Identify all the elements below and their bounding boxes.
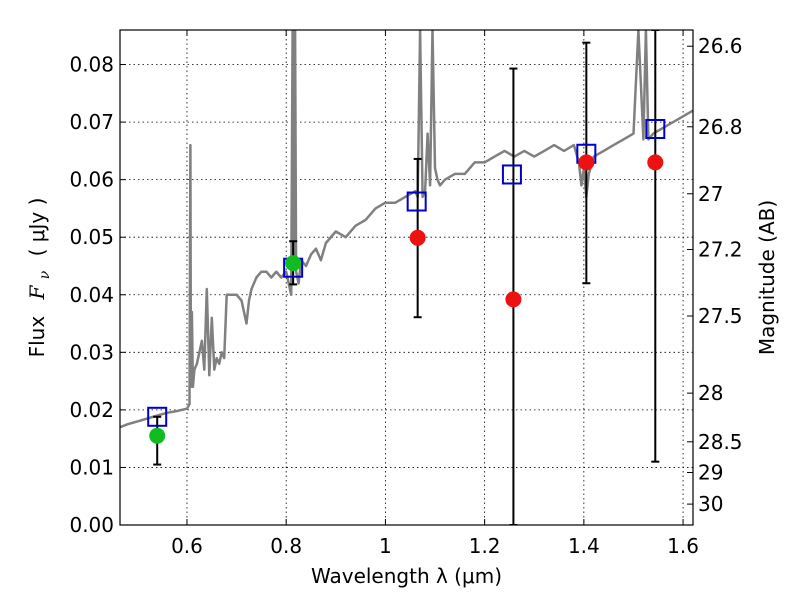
observed-flux-point	[647, 154, 664, 171]
y2-tick-label: 27.5	[698, 304, 743, 328]
y-axis-label-flux: Flux	[25, 316, 49, 358]
y-axis-label-subscript: ν	[37, 270, 53, 279]
y-tick-label: 0.00	[69, 513, 114, 537]
y-tick-label: 0.04	[69, 283, 114, 307]
axis-ticks	[120, 30, 693, 526]
y-tick-label: 0.08	[69, 53, 114, 77]
y2-tick-label: 29	[698, 461, 723, 485]
x-tick-label: 1.2	[469, 534, 501, 558]
x-tick-label: 0.6	[171, 534, 203, 558]
y-tick-label: 0.01	[69, 455, 114, 479]
model-photometry-square	[147, 406, 168, 427]
y2-tick-label: 26.8	[698, 115, 743, 139]
y2-tick-label: 27.2	[698, 237, 743, 261]
y-tick-label: 0.05	[69, 225, 114, 249]
y2-axis-label: Magnitude (AB)	[755, 200, 779, 355]
y2-tick-label: 28.5	[698, 430, 743, 454]
observed-flux-point	[505, 291, 522, 308]
spectrum-line	[120, 30, 693, 429]
y2-tick-label: 26.6	[698, 34, 743, 58]
model-photometry-square	[645, 119, 666, 139]
y-axis-label: Flux F ν ( μJy )	[25, 198, 54, 358]
observed-flux-point	[409, 229, 426, 246]
x-tick-label: 1.4	[568, 534, 600, 558]
x-tick-label: 1	[379, 534, 392, 558]
y-tick-label: 0.06	[69, 168, 114, 192]
x-tick-label: 1.6	[667, 534, 699, 558]
axes-frame	[119, 29, 694, 526]
grid-lines	[120, 30, 693, 525]
y2-tick-label: 30	[698, 492, 723, 516]
y2-tick-label: 28	[698, 381, 723, 405]
x-tick-label: 0.8	[270, 534, 302, 558]
y-tick-label: 0.02	[69, 398, 114, 422]
y-tick-label: 0.03	[69, 340, 114, 364]
y-tick-label: 0.07	[69, 110, 114, 134]
observed-flux-point	[149, 427, 166, 444]
x-axis-label: Wavelength λ (μm)	[311, 564, 502, 588]
plot-area	[120, 30, 693, 525]
y2-tick-label: 27	[698, 182, 723, 206]
y-axis-label-units: ( μJy )	[25, 198, 49, 257]
observed-flux-point	[578, 154, 595, 171]
y-axis-label-symbol: F	[25, 284, 49, 300]
model-photometry-square	[406, 191, 427, 212]
model-photometry-square	[501, 164, 522, 185]
observed-flux-point	[285, 255, 302, 272]
